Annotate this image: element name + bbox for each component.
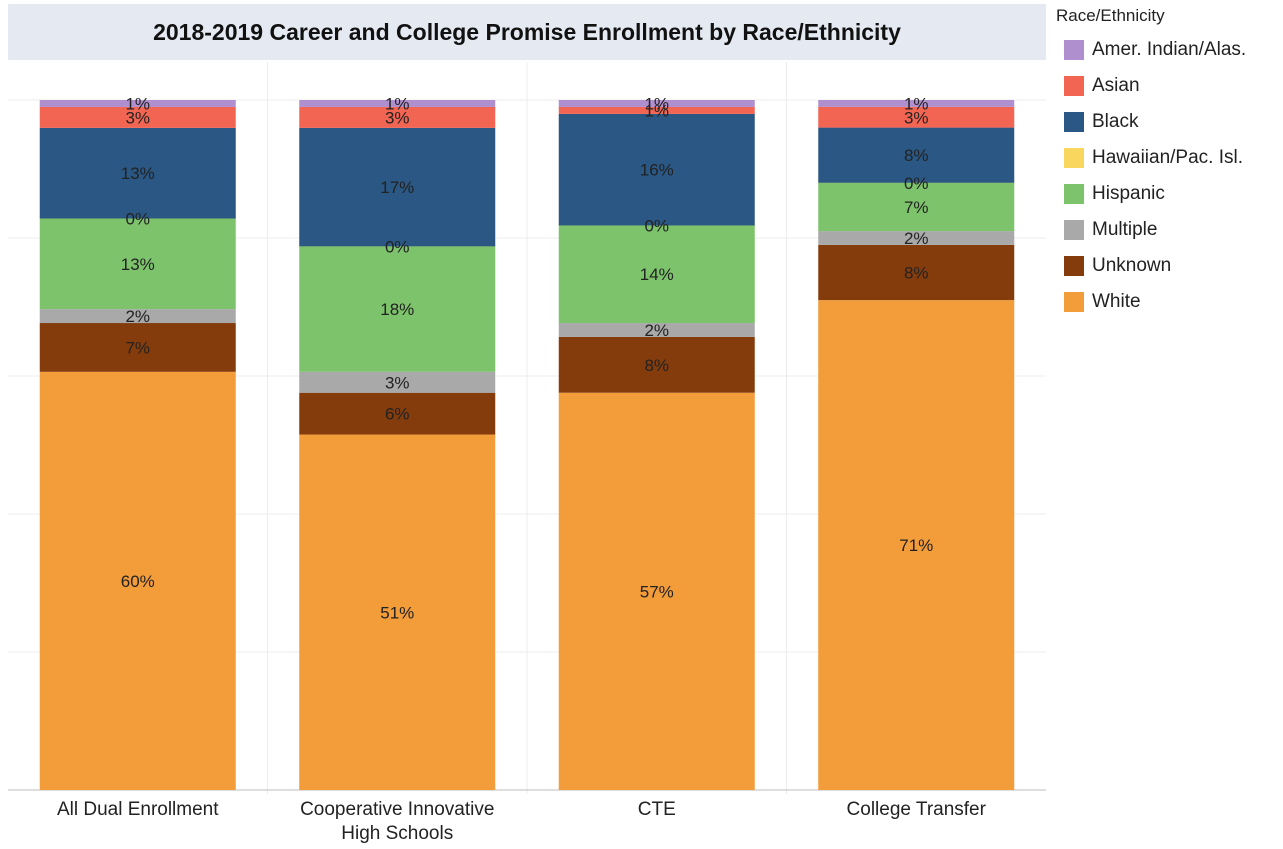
bar-segment-amer-indian-alas [558,100,755,107]
bar-segment-multiple [558,323,755,337]
legend-swatch [1064,76,1084,96]
legend-swatch [1064,292,1084,312]
bar-segment-unknown [299,392,496,435]
data-label: 2% [904,229,929,248]
data-label: 51% [380,603,414,622]
bar-segment-multiple [299,371,496,393]
data-label: 2% [644,321,669,340]
data-label: 1% [644,101,669,120]
data-label: 57% [640,582,674,601]
data-label: 7% [125,338,150,357]
data-label: 2% [125,307,150,326]
data-label: 3% [904,108,929,127]
data-label: 0% [385,237,410,256]
bar-segment-white [39,371,236,790]
legend-item-asian: Asian [1056,68,1281,104]
bar-segment-asian [39,106,236,128]
bar-segment-black [558,113,755,226]
legend-swatch [1064,256,1084,276]
bar-segment-hispanic [299,246,496,372]
legend-label: Black [1092,111,1139,132]
bar-segment-black [39,127,236,219]
legend-label: Unknown [1092,255,1172,276]
data-label: 3% [385,108,410,127]
data-label: 3% [125,108,150,127]
legend-label: Asian [1092,75,1140,96]
data-label: 71% [899,536,933,555]
bar-segment-amer-indian-alas [39,100,236,107]
legend-item-hawaiian-pac-isl: Hawaiian/Pac. Isl. [1056,140,1281,176]
bar-segment-hispanic [558,225,755,324]
data-label: 3% [385,373,410,392]
data-label: 14% [640,265,674,284]
legend-item-amer-indian-alas: Amer. Indian/Alas. [1056,32,1281,68]
chart-title: 2018-2019 Career and College Promise Enr… [153,18,901,45]
legend-swatch [1064,112,1084,132]
legend-label: Amer. Indian/Alas. [1092,39,1247,60]
bar-segment-black [299,127,496,247]
data-label: 17% [380,178,414,197]
legend-item-unknown: Unknown [1056,248,1281,284]
legend-item-black: Black [1056,104,1281,140]
data-label: 13% [121,164,155,183]
legend-swatch [1064,148,1084,168]
bar-segment-black [818,127,1015,183]
legend-swatch [1064,40,1084,60]
bar-segment-amer-indian-alas [818,100,1015,107]
bar-segment-asian [558,106,755,114]
x-tick-label: High Schools [341,823,453,844]
data-label: 16% [640,161,674,180]
legend-item-white: White [1056,284,1281,320]
legend-item-multiple: Multiple [1056,212,1281,248]
data-label: 18% [380,300,414,319]
legend-item-hispanic: Hispanic [1056,176,1281,212]
bar-segment-white [818,300,1015,790]
data-label: 0% [904,174,929,193]
legend-label: White [1092,291,1141,312]
bar-segment-white [299,434,496,790]
x-tick-label: CTE [638,799,676,820]
data-label: 6% [385,405,410,424]
bar-segment-asian [818,106,1015,128]
chart-title-bar: 2018-2019 Career and College Promise Enr… [8,4,1046,60]
legend-label: Multiple [1092,219,1158,240]
legend-swatch [1064,220,1084,240]
bar-segment-unknown [818,244,1015,301]
x-tick-label: Cooperative Innovative [300,799,494,820]
x-tick-label: College Transfer [847,799,987,820]
data-label: 0% [644,216,669,235]
data-label: 13% [121,255,155,274]
bar-segment-white [558,392,755,790]
data-label: 8% [644,356,669,375]
legend-swatch [1064,184,1084,204]
data-label: 8% [904,264,929,283]
bar-segment-multiple [818,231,1015,245]
data-label: 1% [125,94,150,113]
chart-plot-area: 60%7%2%13%0%13%3%1%All Dual Enrollment51… [8,62,1046,844]
bar-segment-asian [299,106,496,128]
data-label: 1% [904,94,929,113]
legend-label: Hawaiian/Pac. Isl. [1092,147,1244,168]
data-label: 1% [644,94,669,113]
legend: Race/Ethnicity Amer. Indian/Alas. Asian Bl… [1056,6,1281,320]
data-label: 8% [904,146,929,165]
legend-title: Race/Ethnicity [1056,6,1165,25]
legend-items: Amer. Indian/Alas. Asian Black Hawaiian/Pac… [1056,32,1281,320]
x-tick-label: All Dual Enrollment [57,799,219,820]
bar-segment-amer-indian-alas [299,100,496,107]
bar-segment-unknown [39,323,236,372]
data-label: 1% [385,94,410,113]
data-label: 7% [904,198,929,217]
data-label: 0% [125,209,150,228]
bar-segment-multiple [39,309,236,324]
data-label: 60% [121,572,155,591]
bar-segment-unknown [558,336,755,393]
legend-label: Hispanic [1092,183,1165,204]
bar-segment-hispanic [39,218,236,310]
bar-segment-hispanic [818,182,1015,232]
